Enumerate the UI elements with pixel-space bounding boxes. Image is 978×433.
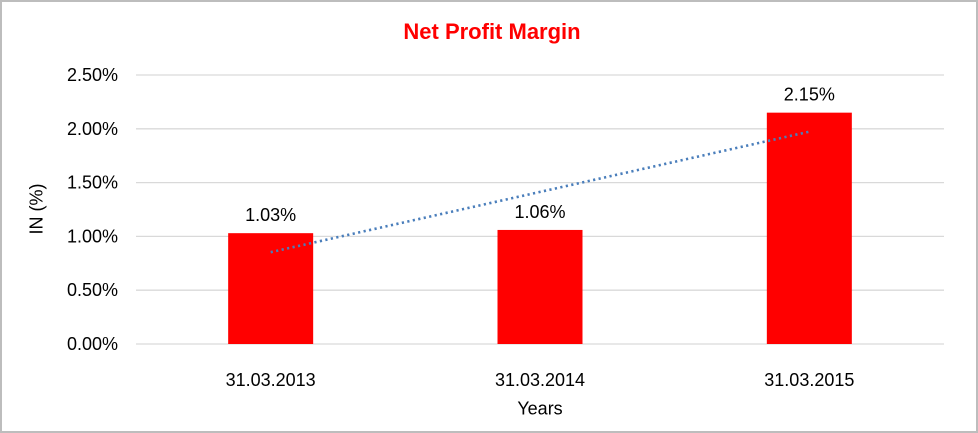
y-tick-label: 2.00% — [67, 119, 118, 139]
bar — [766, 112, 852, 344]
y-tick-label: 0.50% — [67, 280, 118, 300]
x-category-label: 31.03.2015 — [764, 370, 854, 390]
bar-data-label: 1.03% — [245, 205, 296, 225]
bar-data-label: 2.15% — [784, 85, 835, 105]
x-category-label: 31.03.2014 — [495, 370, 585, 390]
x-axis-title: Years — [517, 398, 563, 419]
trendline — [270, 130, 810, 254]
bar-data-label: 1.06% — [514, 202, 565, 222]
y-tick-label: 2.50% — [67, 65, 118, 85]
y-tick-label: 0.00% — [67, 334, 118, 354]
y-tick-label: 1.00% — [67, 226, 118, 246]
y-tick-label: 1.50% — [67, 173, 118, 193]
bar — [228, 233, 314, 344]
bar — [497, 229, 583, 344]
chart-title: Net Profit Margin — [403, 19, 581, 44]
x-category-label: 31.03.2013 — [226, 370, 316, 390]
